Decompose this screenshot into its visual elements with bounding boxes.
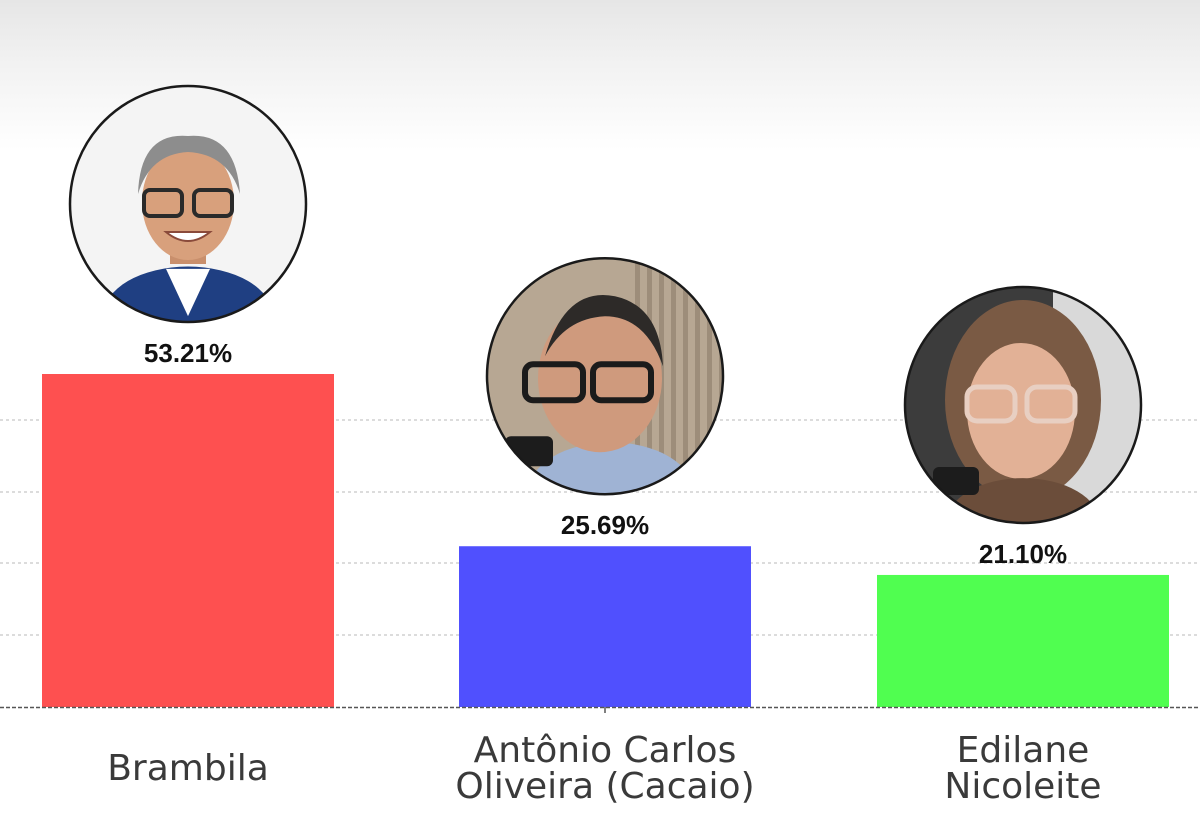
tick-label: Oliveira (Cacaio) [455,766,754,807]
tick-label: Nicoleite [944,766,1101,807]
bar [877,574,1169,707]
data-label: 53.21% [144,338,232,368]
bar [459,546,751,707]
tick-label: Brambila [107,748,269,789]
data-label: 21.10% [979,539,1067,569]
photo-frame [68,84,308,324]
tick-label: Edilane [957,730,1090,771]
candidate-photo [487,258,723,495]
bars [42,374,1169,707]
data-label: 25.69% [561,510,649,540]
photo-frame [485,256,725,496]
candidate-photo [905,286,1141,523]
x-axis-baseline [0,706,1200,713]
photo-frame [903,285,1143,525]
bar [42,374,334,707]
tick-label: Antônio Carlos [474,730,737,771]
candidate-photo [70,86,306,322]
value-labels: 53.21% 25.69% 21.10% [144,338,1067,569]
